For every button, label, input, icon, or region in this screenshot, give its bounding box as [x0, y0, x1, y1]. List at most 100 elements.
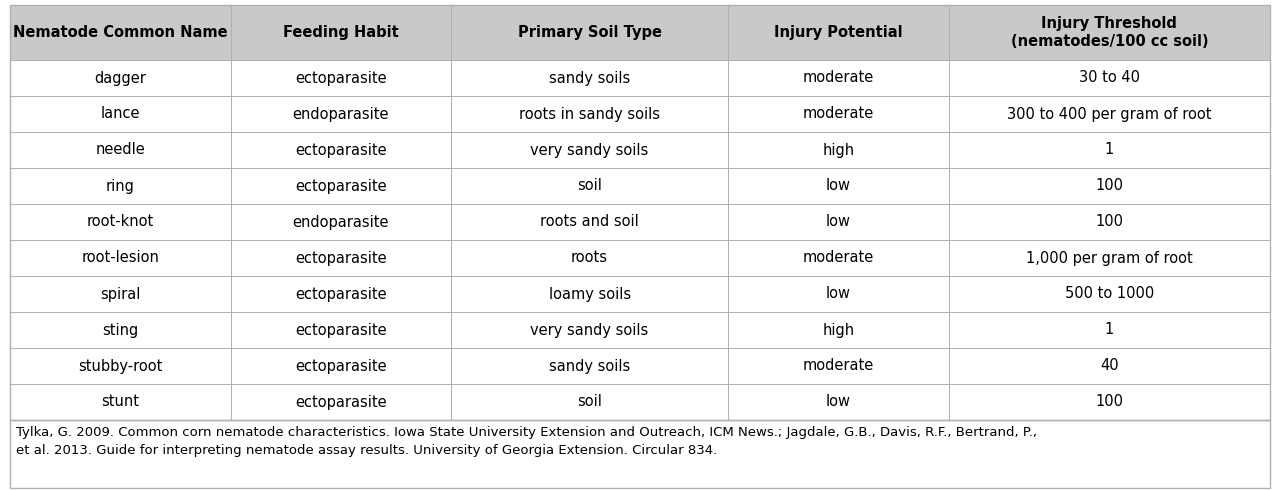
- Bar: [948, 5, 1270, 60]
- Bar: [230, 384, 451, 420]
- Bar: [948, 96, 1270, 132]
- Bar: [948, 204, 1270, 240]
- Text: ectoparasite: ectoparasite: [294, 394, 387, 410]
- Text: Tylka, G. 2009. Common corn nematode characteristics. Iowa State University Exte: Tylka, G. 2009. Common corn nematode cha…: [15, 426, 1037, 457]
- Bar: [10, 168, 230, 204]
- Text: root-knot: root-knot: [87, 215, 154, 229]
- Text: ectoparasite: ectoparasite: [294, 322, 387, 338]
- Bar: [10, 420, 1270, 488]
- Bar: [948, 240, 1270, 276]
- Bar: [10, 384, 230, 420]
- Text: 1: 1: [1105, 322, 1114, 338]
- Bar: [728, 132, 948, 168]
- Text: low: low: [826, 178, 851, 194]
- Bar: [230, 348, 451, 384]
- Text: moderate: moderate: [803, 250, 874, 266]
- Bar: [948, 312, 1270, 348]
- Bar: [948, 276, 1270, 312]
- Text: dagger: dagger: [95, 71, 146, 85]
- Bar: [10, 96, 230, 132]
- Bar: [10, 5, 230, 60]
- Bar: [728, 168, 948, 204]
- Bar: [451, 60, 728, 96]
- Text: loamy soils: loamy soils: [549, 287, 631, 301]
- Bar: [451, 240, 728, 276]
- Bar: [10, 420, 1270, 488]
- Bar: [728, 384, 948, 420]
- Bar: [728, 5, 948, 60]
- Bar: [728, 60, 948, 96]
- Text: endoparasite: endoparasite: [293, 106, 389, 122]
- Bar: [230, 240, 451, 276]
- Text: roots in sandy soils: roots in sandy soils: [520, 106, 660, 122]
- Text: ectoparasite: ectoparasite: [294, 250, 387, 266]
- Bar: [728, 240, 948, 276]
- Text: ectoparasite: ectoparasite: [294, 287, 387, 301]
- Text: Feeding Habit: Feeding Habit: [283, 25, 398, 40]
- Text: stunt: stunt: [101, 394, 140, 410]
- Bar: [10, 240, 230, 276]
- Text: stubby-root: stubby-root: [78, 359, 163, 373]
- Bar: [948, 132, 1270, 168]
- Text: very sandy soils: very sandy soils: [530, 322, 649, 338]
- Bar: [451, 204, 728, 240]
- Text: ectoparasite: ectoparasite: [294, 359, 387, 373]
- Bar: [948, 168, 1270, 204]
- Bar: [451, 276, 728, 312]
- Text: moderate: moderate: [803, 71, 874, 85]
- Text: Injury Threshold
(nematodes/100 cc soil): Injury Threshold (nematodes/100 cc soil): [1010, 16, 1208, 49]
- Text: 1: 1: [1105, 143, 1114, 157]
- Text: 100: 100: [1096, 394, 1124, 410]
- Bar: [451, 348, 728, 384]
- Bar: [10, 60, 230, 96]
- Text: lance: lance: [101, 106, 140, 122]
- Bar: [230, 204, 451, 240]
- Bar: [10, 348, 230, 384]
- Text: 300 to 400 per gram of root: 300 to 400 per gram of root: [1007, 106, 1212, 122]
- Bar: [728, 276, 948, 312]
- Bar: [451, 132, 728, 168]
- Bar: [451, 168, 728, 204]
- Text: low: low: [826, 394, 851, 410]
- Text: soil: soil: [577, 178, 602, 194]
- Text: 1,000 per gram of root: 1,000 per gram of root: [1027, 250, 1193, 266]
- Text: moderate: moderate: [803, 359, 874, 373]
- Text: 100: 100: [1096, 215, 1124, 229]
- Bar: [451, 384, 728, 420]
- Bar: [10, 312, 230, 348]
- Text: 500 to 1000: 500 to 1000: [1065, 287, 1155, 301]
- Text: 30 to 40: 30 to 40: [1079, 71, 1140, 85]
- Text: roots: roots: [571, 250, 608, 266]
- Bar: [10, 276, 230, 312]
- Bar: [948, 60, 1270, 96]
- Text: root-lesion: root-lesion: [82, 250, 159, 266]
- Bar: [728, 96, 948, 132]
- Text: low: low: [826, 287, 851, 301]
- Bar: [230, 60, 451, 96]
- Text: ectoparasite: ectoparasite: [294, 178, 387, 194]
- Text: Nematode Common Name: Nematode Common Name: [13, 25, 228, 40]
- Text: sandy soils: sandy soils: [549, 359, 630, 373]
- Bar: [230, 132, 451, 168]
- Bar: [948, 348, 1270, 384]
- Text: high: high: [822, 322, 855, 338]
- Bar: [10, 204, 230, 240]
- Bar: [728, 312, 948, 348]
- Text: soil: soil: [577, 394, 602, 410]
- Bar: [728, 348, 948, 384]
- Text: ectoparasite: ectoparasite: [294, 143, 387, 157]
- Bar: [451, 312, 728, 348]
- Bar: [10, 132, 230, 168]
- Text: needle: needle: [96, 143, 145, 157]
- Text: Injury Potential: Injury Potential: [774, 25, 902, 40]
- Text: high: high: [822, 143, 855, 157]
- Bar: [230, 5, 451, 60]
- Bar: [948, 384, 1270, 420]
- Text: 40: 40: [1100, 359, 1119, 373]
- Text: ring: ring: [106, 178, 134, 194]
- Text: ectoparasite: ectoparasite: [294, 71, 387, 85]
- Bar: [230, 276, 451, 312]
- Text: sting: sting: [102, 322, 138, 338]
- Text: sandy soils: sandy soils: [549, 71, 630, 85]
- Bar: [230, 96, 451, 132]
